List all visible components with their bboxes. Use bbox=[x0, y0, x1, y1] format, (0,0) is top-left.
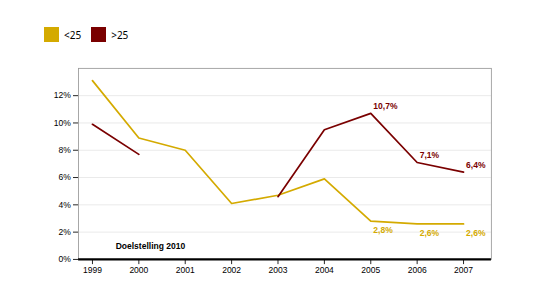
svg-text:4%: 4% bbox=[59, 200, 72, 210]
svg-text:2002: 2002 bbox=[222, 265, 241, 275]
svg-text:2001: 2001 bbox=[176, 265, 195, 275]
html-text:>25: >25 bbox=[111, 27, 129, 42]
svg-text:1999: 1999 bbox=[83, 265, 102, 275]
svg-text:6,4%: 6,4% bbox=[466, 160, 486, 170]
svg-text:2%: 2% bbox=[59, 227, 72, 237]
svg-text:2006: 2006 bbox=[408, 265, 427, 275]
svg-text:2007: 2007 bbox=[454, 265, 473, 275]
svg-text:6%: 6% bbox=[59, 172, 72, 182]
svg-text:Doelstelling 2010: Doelstelling 2010 bbox=[116, 241, 186, 251]
svg-text:8%: 8% bbox=[59, 145, 72, 155]
svg-text:2,8%: 2,8% bbox=[373, 225, 393, 235]
svg-text:2,6%: 2,6% bbox=[466, 228, 486, 238]
svg-text:10,7%: 10,7% bbox=[373, 101, 398, 111]
svg-text:7,1%: 7,1% bbox=[420, 150, 440, 160]
svg-text:2004: 2004 bbox=[315, 265, 334, 275]
svg-text:2003: 2003 bbox=[269, 265, 288, 275]
svg-text:0%: 0% bbox=[59, 254, 72, 264]
svg-text:2005: 2005 bbox=[361, 265, 380, 275]
svg-text:2,6%: 2,6% bbox=[420, 228, 440, 238]
html-text:<25: <25 bbox=[64, 27, 82, 42]
svg-text:10%: 10% bbox=[54, 118, 71, 128]
svg-text:2000: 2000 bbox=[129, 265, 148, 275]
svg-text:12%: 12% bbox=[54, 90, 71, 100]
